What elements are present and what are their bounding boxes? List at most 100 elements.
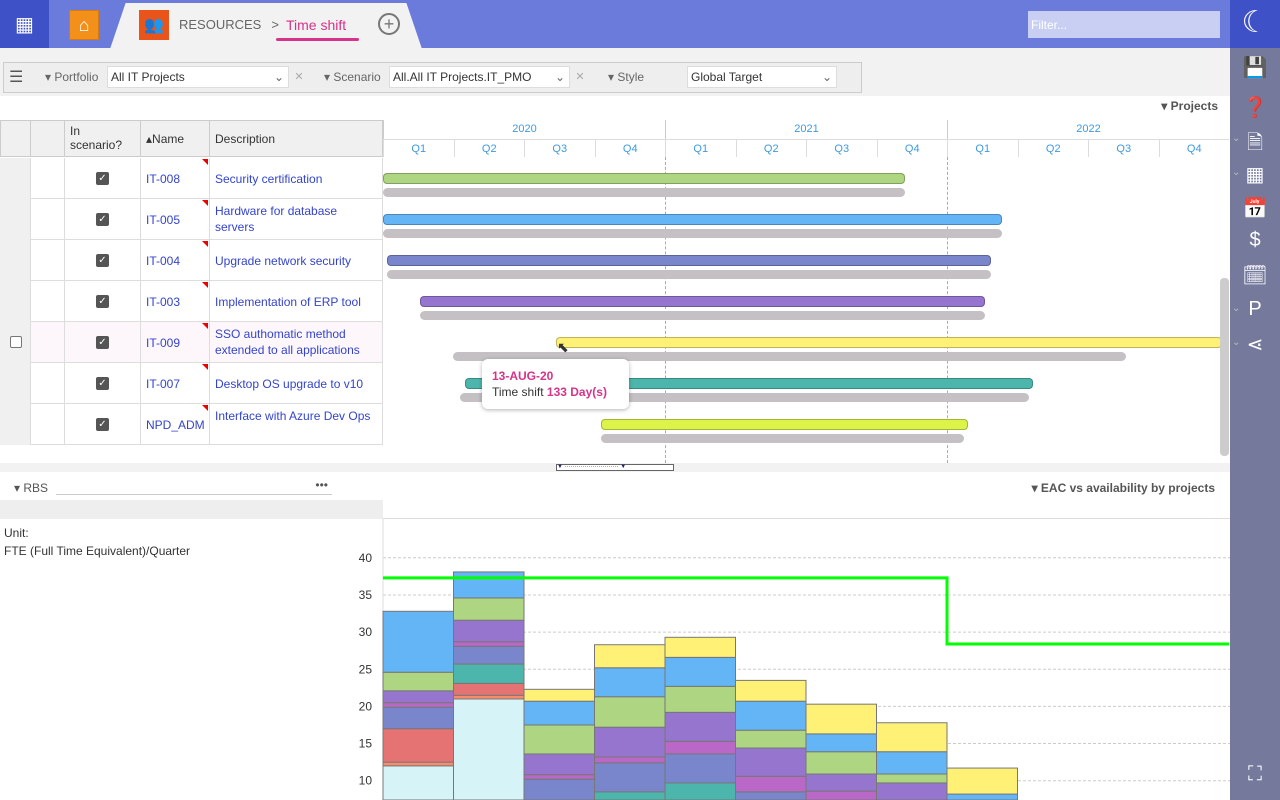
project-description-link[interactable]: Desktop OS upgrade to v10 (215, 377, 364, 391)
stacked-bar-segment[interactable] (453, 682, 525, 696)
stacked-bar-segment[interactable] (805, 751, 877, 775)
rbs-toggle[interactable]: ▾ RBS (14, 481, 49, 495)
stacked-bar-segment[interactable] (523, 700, 595, 726)
style-label[interactable]: ▾ Style (608, 70, 645, 84)
stacked-bar-segment[interactable] (594, 644, 666, 669)
project-bar[interactable] (464, 378, 1033, 389)
share-icon[interactable]: ⌄ ⋖ (1232, 334, 1264, 356)
help-icon[interactable]: ❓ (1242, 97, 1268, 119)
stacked-bar-segment[interactable] (664, 656, 736, 687)
stacked-bar-segment[interactable] (735, 775, 807, 793)
project-name-link[interactable]: IT-009 (146, 336, 181, 350)
rbs-input[interactable]: ••• (56, 478, 332, 495)
scenario-label[interactable]: ▾ Scenario (324, 70, 381, 84)
home-icon[interactable]: ⌂ (69, 10, 99, 40)
stacked-bar-segment[interactable] (382, 610, 454, 673)
add-tab-icon[interactable]: + (378, 13, 400, 35)
tab-time-shift[interactable]: Time shift (286, 17, 347, 33)
excel-export-icon[interactable]: ⌄ ▦ (1232, 164, 1265, 186)
stacked-bar-segment[interactable] (453, 571, 525, 599)
project-description-link[interactable]: Implementation of ERP tool (215, 295, 361, 309)
project-name-link[interactable]: IT-007 (146, 377, 181, 391)
stacked-bar-segment[interactable] (594, 696, 666, 728)
stacked-bar-segment[interactable] (382, 761, 454, 767)
stacked-bar-segment[interactable] (594, 726, 666, 758)
project-name-link[interactable]: IT-005 (146, 213, 181, 227)
filter-input[interactable] (1028, 11, 1220, 38)
stacked-bar-segment[interactable] (453, 645, 525, 665)
stacked-bar-segment[interactable] (876, 751, 948, 775)
stacked-bar-segment[interactable] (523, 724, 595, 755)
stacked-bar-segment[interactable] (876, 782, 948, 800)
schedule-icon[interactable]: 🗓 (1242, 265, 1268, 287)
in-scenario-checkbox[interactable]: ✓ (96, 254, 109, 267)
stacked-bar-segment[interactable] (805, 733, 877, 753)
breadcrumb-root[interactable]: RESOURCES (179, 17, 262, 32)
stacked-bar-segment[interactable] (453, 641, 525, 647)
apps-grid-icon[interactable]: ▦ (0, 0, 49, 48)
stacked-bar-segment[interactable] (453, 698, 525, 800)
stacked-bar-segment[interactable] (594, 756, 666, 764)
stacked-bar-segment[interactable] (664, 711, 736, 742)
stacked-bar-segment[interactable] (805, 773, 877, 792)
settings-sliders-icon[interactable]: ☰ (9, 69, 24, 86)
table-row[interactable]: ✓ IT-003 Implementation of ERP tool (0, 281, 383, 322)
table-row[interactable]: ✓ IT-007 Desktop OS upgrade to v10 (0, 363, 383, 404)
project-description-link[interactable]: Interface with Azure Dev Ops (215, 409, 371, 423)
stacked-bar-segment[interactable] (453, 663, 525, 684)
table-row[interactable]: ✓ IT-009 SSO authomatic method extended … (0, 322, 383, 363)
stacked-bar-segment[interactable] (453, 694, 525, 700)
in-scenario-checkbox[interactable]: ✓ (96, 295, 109, 308)
portfolio-label[interactable]: ▾ Portfolio (45, 70, 99, 84)
stacked-bar-segment[interactable] (664, 740, 736, 755)
stacked-bar-segment[interactable] (664, 753, 736, 784)
scenario-select[interactable]: All.All IT Projects.IT_PMO ⌄ (389, 66, 570, 88)
clear-scenario-icon[interactable]: ✕ (575, 71, 585, 83)
stacked-bar-segment[interactable] (382, 765, 454, 800)
save-icon[interactable]: 💾 (1242, 57, 1268, 79)
pdf-export-icon[interactable]: ⌄ 🗎 (1232, 132, 1264, 154)
header-description[interactable]: Description (209, 120, 383, 157)
more-icon[interactable]: ••• (315, 478, 328, 492)
stacked-bar-segment[interactable] (735, 747, 807, 777)
in-scenario-checkbox[interactable]: ✓ (96, 213, 109, 226)
in-scenario-checkbox[interactable]: ✓ (96, 172, 109, 185)
stacked-bar-segment[interactable] (382, 702, 454, 708)
project-bar[interactable] (383, 214, 1002, 225)
resources-icon[interactable]: 👥 (139, 10, 169, 40)
stacked-bar-segment[interactable] (594, 667, 666, 698)
stacked-bar-segment[interactable] (453, 619, 525, 643)
stacked-bar-segment[interactable] (946, 793, 1018, 800)
project-name-link[interactable]: IT-008 (146, 172, 181, 186)
project-bar[interactable] (419, 296, 985, 307)
stacked-bar-segment[interactable] (523, 774, 595, 780)
stacked-bar-segment[interactable] (594, 791, 666, 800)
stacked-bar-segment[interactable] (664, 636, 736, 658)
header-name[interactable]: ▴Name (140, 120, 210, 157)
stacked-bar-segment[interactable] (946, 767, 1018, 795)
table-row[interactable]: ✓ IT-008 Security certification (0, 158, 383, 199)
portfolio-select[interactable]: All IT Projects ⌄ (107, 66, 289, 88)
project-bar[interactable] (601, 419, 968, 430)
stacked-bar-segment[interactable] (523, 753, 595, 776)
stacked-bar-segment[interactable] (382, 690, 454, 704)
table-row[interactable]: ✓ IT-004 Upgrade network security (0, 240, 383, 281)
calendar-icon[interactable]: 📅 (1242, 198, 1268, 220)
stacked-bar-segment[interactable] (805, 790, 877, 800)
stacked-bar-segment[interactable] (735, 700, 807, 731)
gantt-scrollbar[interactable] (1220, 278, 1229, 456)
chart-title-toggle[interactable]: ▾ EAC vs availability by projects (1031, 481, 1215, 495)
stacked-bar-segment[interactable] (523, 778, 595, 800)
stacked-bar-segment[interactable] (664, 685, 736, 713)
stacked-bar-segment[interactable] (735, 729, 807, 749)
in-scenario-checkbox[interactable]: ✓ (96, 418, 109, 431)
stacked-bar-segment[interactable] (453, 597, 525, 621)
stacked-bar-segment[interactable] (382, 728, 454, 763)
header-in-scenario[interactable]: In scenario? (64, 120, 141, 157)
style-select[interactable]: Global Target ⌄ (687, 66, 837, 88)
fullscreen-icon[interactable]: ⛶ (1248, 763, 1262, 785)
splitter-handle[interactable]: ▼ ··························· ▼ (556, 464, 674, 471)
projects-panel-toggle[interactable]: ▾ Projects (1161, 99, 1218, 113)
project-description-link[interactable]: Security certification (215, 172, 323, 186)
project-description-link[interactable]: SSO authomatic method extended to all ap… (215, 327, 360, 357)
